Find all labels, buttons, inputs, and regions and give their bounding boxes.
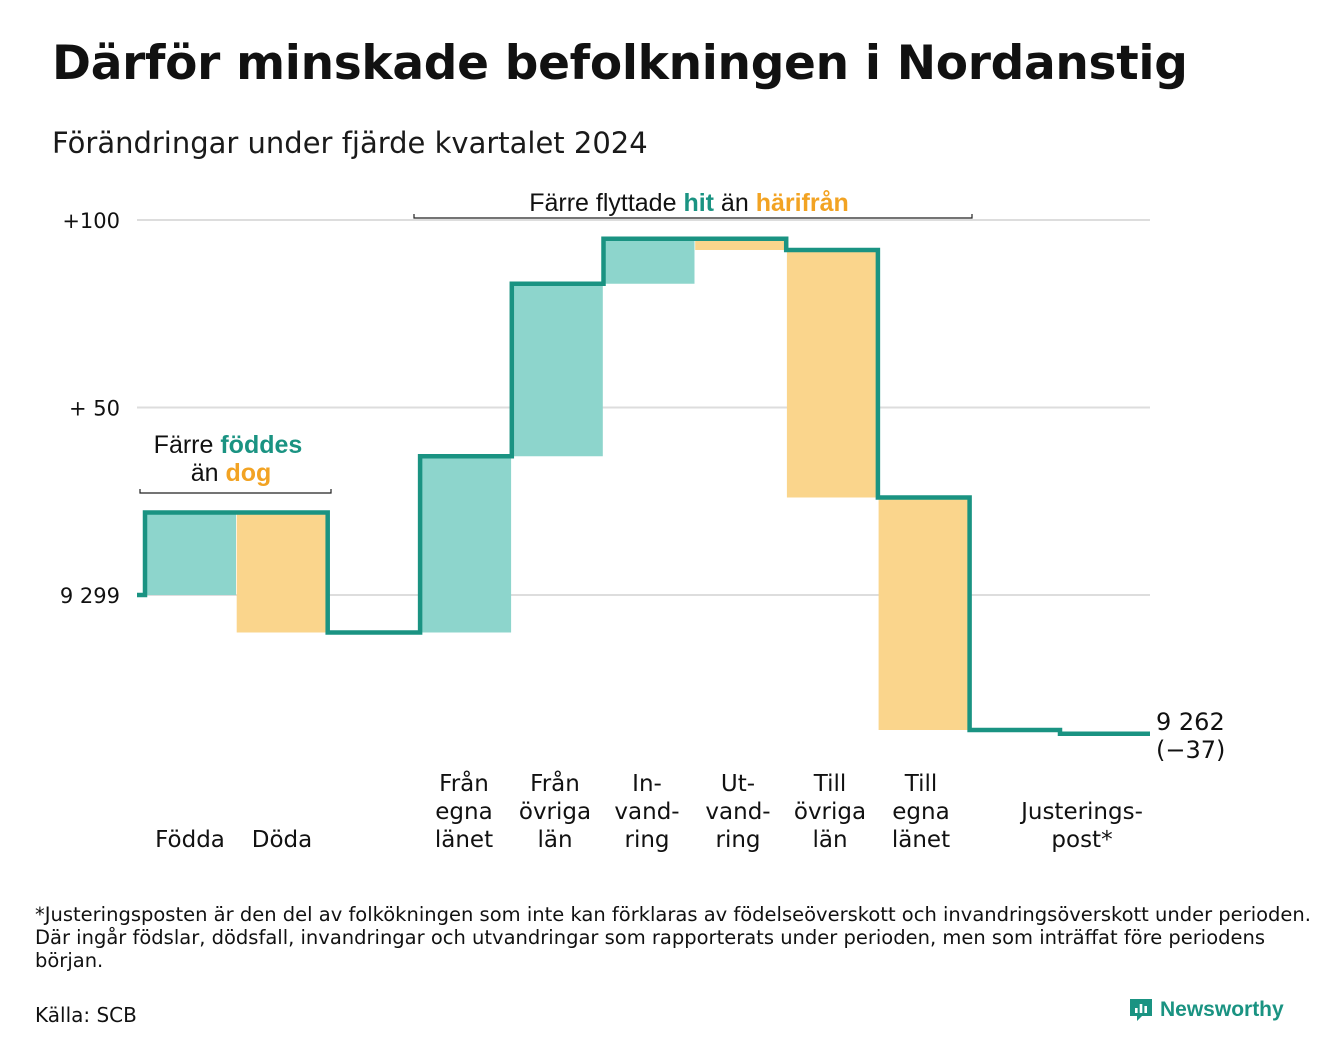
annotation-births-line2: än dog (191, 459, 272, 487)
category-label-justeringspost: Justerings- (1019, 799, 1143, 825)
chart-subtitle: Förändringar under fjärde kvartalet 2024 (52, 126, 648, 160)
annotation-births-line1: Färre föddes (154, 431, 303, 459)
category-label-invandring: In- (632, 771, 662, 797)
category-label-doda: Döda (252, 827, 312, 853)
category-label-fran-egna-lanet: Från (439, 769, 489, 797)
category-label-fran-ovriga-lan: Från (530, 769, 580, 797)
category-label-utvandring: vand- (705, 799, 770, 825)
bar-invandring (603, 238, 695, 284)
bar-doda (236, 512, 328, 633)
category-label-utvandring: Ut- (721, 771, 755, 797)
source-label: Källa: SCB (35, 1003, 137, 1027)
end-change-label: (−37) (1156, 736, 1225, 764)
category-label-justeringspost: post* (1051, 827, 1112, 853)
category-label-till-egna-lanet: egna (892, 799, 949, 825)
category-label-utvandring: ring (715, 827, 760, 853)
annotation-births-bracket (139, 489, 332, 494)
category-label-fran-ovriga-lan: övriga (519, 799, 591, 825)
category-label-fran-egna-lanet: egna (435, 799, 492, 825)
bar-utvandring (695, 238, 787, 250)
newsworthy-logo-icon (1130, 999, 1152, 1021)
bar-fran-ovriga-lan (511, 283, 603, 457)
bar-fran-egna-lanet (420, 456, 512, 633)
y-tick-label: +100 (62, 209, 120, 233)
end-value-label: 9 262 (1156, 708, 1225, 736)
category-label-till-ovriga-lan: övriga (794, 799, 866, 825)
category-label-invandring: vand- (614, 799, 679, 825)
category-label-till-egna-lanet: länet (892, 827, 950, 853)
category-label-till-ovriga-lan: län (812, 827, 847, 853)
category-label-till-egna-lanet: Till (904, 771, 938, 797)
annotation-migration-bracket (413, 214, 973, 219)
footnote: *Justeringsposten är den del av folkökni… (35, 903, 1311, 972)
bar-till-ovriga-lan (786, 250, 878, 498)
bar-fodda (145, 512, 236, 595)
category-label-fran-ovriga-lan: län (537, 827, 572, 853)
category-label-till-ovriga-lan: Till (813, 771, 847, 797)
chart-title: Därför minskade befolkningen i Nordansti… (52, 36, 1188, 91)
annotation-migration: Färre flyttade hit än härifrån (529, 189, 849, 217)
category-label-fran-egna-lanet: länet (435, 827, 493, 853)
brand-name: Newsworthy (1160, 998, 1284, 1021)
waterfall-line (137, 236, 1150, 737)
newsworthy-brand: Newsworthy (1128, 997, 1284, 1023)
y-tick-label: + 50 (69, 397, 120, 421)
bar-till-egna-lanet (878, 497, 970, 730)
category-label-fodda: Födda (155, 827, 225, 853)
category-label-invandring: ring (624, 827, 669, 853)
y-tick-label: 9 299 (60, 584, 120, 608)
